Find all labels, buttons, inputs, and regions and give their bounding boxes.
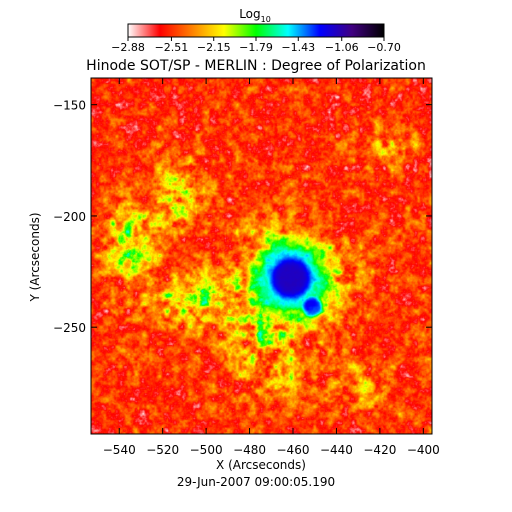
colorbar-tick-label: −1.06 — [325, 41, 359, 54]
colorbar-tick-label: −0.70 — [367, 41, 401, 54]
x-tick-label: −440 — [320, 443, 353, 457]
heatmap-image — [91, 78, 432, 434]
chart-title: Hinode SOT/SP - MERLIN : Degree of Polar… — [86, 58, 426, 74]
colorbar-tick-label: −1.43 — [281, 41, 315, 54]
x-tick-label: −500 — [190, 443, 223, 457]
x-tick-label: −460 — [277, 443, 310, 457]
colorbar-title: Log10 — [239, 7, 271, 24]
colorbar-ticks: −2.88 −2.51 −2.15 −1.79 −1.43 −1.06 −0.70 — [111, 37, 401, 54]
x-tick-label: −420 — [363, 443, 396, 457]
y-tick-label: −150 — [53, 99, 86, 113]
colorbar-tick-label: −2.88 — [111, 41, 145, 54]
colorbar-gradient — [127, 23, 385, 38]
colorbar-tick-label: −2.15 — [197, 41, 231, 54]
y-tick-label: −200 — [53, 210, 86, 224]
x-tick-label: −480 — [233, 443, 266, 457]
plot-frame — [90, 77, 433, 435]
y-axis: −150 −200 −250 — [53, 99, 432, 335]
x-axis: −540 −520 −500 −480 −460 −440 −420 −400 — [103, 78, 440, 457]
x-axis-label: X (Arcseconds) — [216, 458, 306, 472]
timestamp: 29-Jun-2007 09:00:05.190 — [177, 475, 335, 489]
y-axis-label: Y (Arcseconds) — [28, 212, 42, 302]
x-tick-label: −520 — [146, 443, 179, 457]
colorbar-tick-label: −2.51 — [155, 41, 189, 54]
colorbar: Log10 −2.88 −2.51 −2.15 −1.79 −1.43 −1.06 −0.7… — [111, 7, 401, 54]
y-tick-label: −250 — [53, 321, 86, 335]
x-tick-label: −400 — [407, 443, 440, 457]
x-tick-label: −540 — [103, 443, 136, 457]
colorbar-tick-label: −1.79 — [239, 41, 273, 54]
